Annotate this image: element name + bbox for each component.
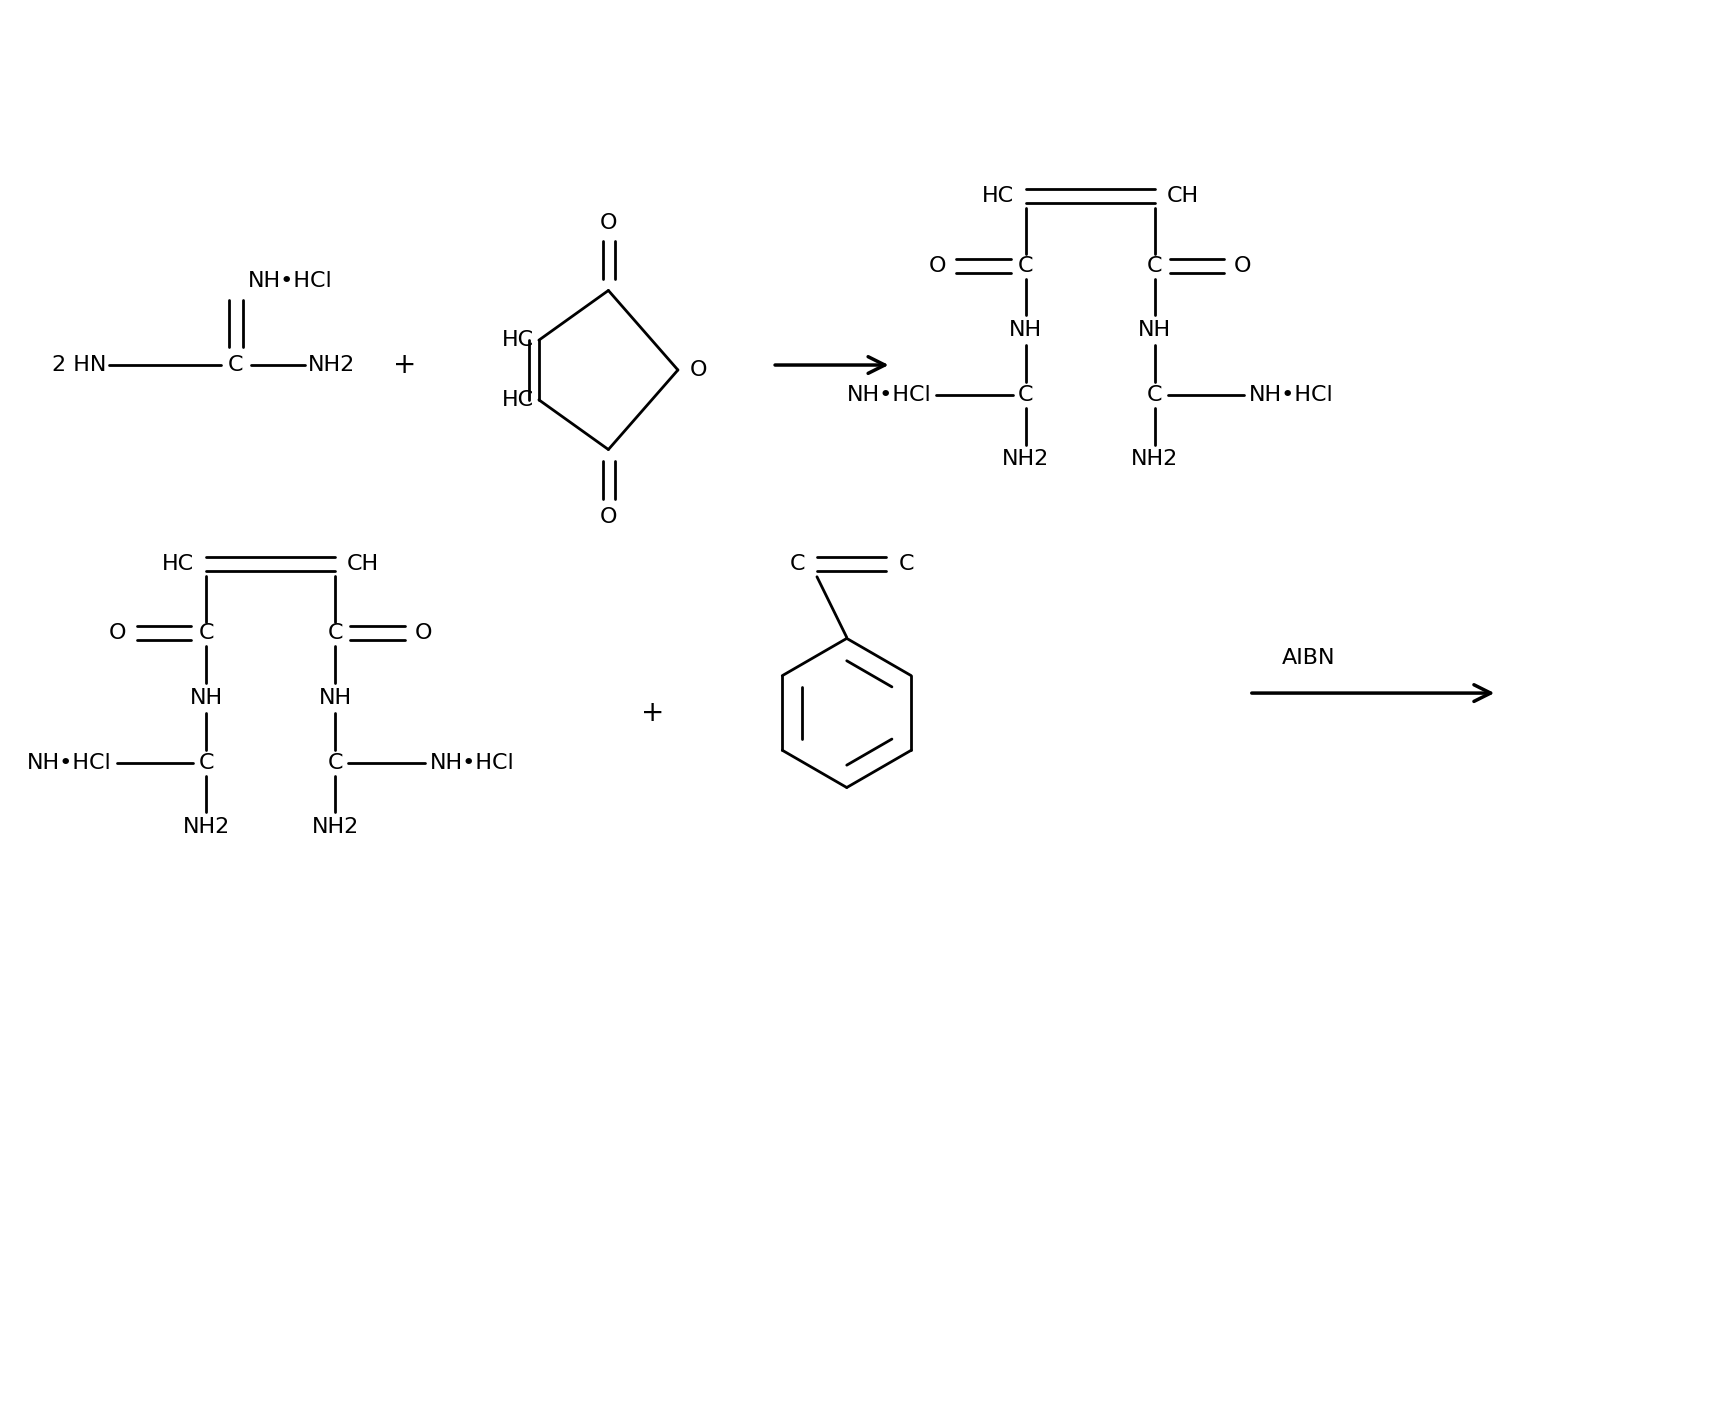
Text: AIBN: AIBN <box>1282 649 1335 668</box>
Text: NH•HCl: NH•HCl <box>846 384 931 406</box>
Text: NH2: NH2 <box>1001 449 1049 469</box>
Text: HC: HC <box>981 187 1013 206</box>
Text: C: C <box>328 753 344 773</box>
Text: NH2: NH2 <box>308 355 355 374</box>
Text: NH•HCl: NH•HCl <box>248 270 333 291</box>
Text: O: O <box>600 507 617 527</box>
Text: NH2: NH2 <box>183 817 229 838</box>
Text: O: O <box>928 256 947 276</box>
Text: C: C <box>790 554 805 574</box>
Text: C: C <box>1147 256 1162 276</box>
Text: CH: CH <box>1167 187 1198 206</box>
Text: 2 HN: 2 HN <box>53 355 108 374</box>
Text: O: O <box>415 623 432 643</box>
Text: NH2: NH2 <box>1131 449 1178 469</box>
Text: +: + <box>393 350 417 379</box>
Text: C: C <box>198 623 214 643</box>
Text: +: + <box>641 699 665 726</box>
Text: C: C <box>198 753 214 773</box>
Text: O: O <box>600 213 617 233</box>
Text: NH: NH <box>1138 321 1171 341</box>
Text: C: C <box>328 623 344 643</box>
Text: HC: HC <box>502 390 533 410</box>
Text: NH2: NH2 <box>311 817 359 838</box>
Text: NH: NH <box>190 688 222 708</box>
Text: NH•HCl: NH•HCl <box>1249 384 1333 406</box>
Text: O: O <box>690 360 708 380</box>
Text: NH: NH <box>318 688 352 708</box>
Text: C: C <box>229 355 244 374</box>
Text: HC: HC <box>162 554 195 574</box>
Text: C: C <box>899 554 914 574</box>
Text: NH•HCl: NH•HCl <box>27 753 111 773</box>
Text: HC: HC <box>502 331 533 350</box>
Text: NH: NH <box>1008 321 1042 341</box>
Text: C: C <box>1147 384 1162 406</box>
Text: C: C <box>1019 256 1034 276</box>
Text: O: O <box>109 623 126 643</box>
Text: NH•HCl: NH•HCl <box>429 753 514 773</box>
Text: O: O <box>1234 256 1251 276</box>
Text: C: C <box>1019 384 1034 406</box>
Text: CH: CH <box>347 554 379 574</box>
